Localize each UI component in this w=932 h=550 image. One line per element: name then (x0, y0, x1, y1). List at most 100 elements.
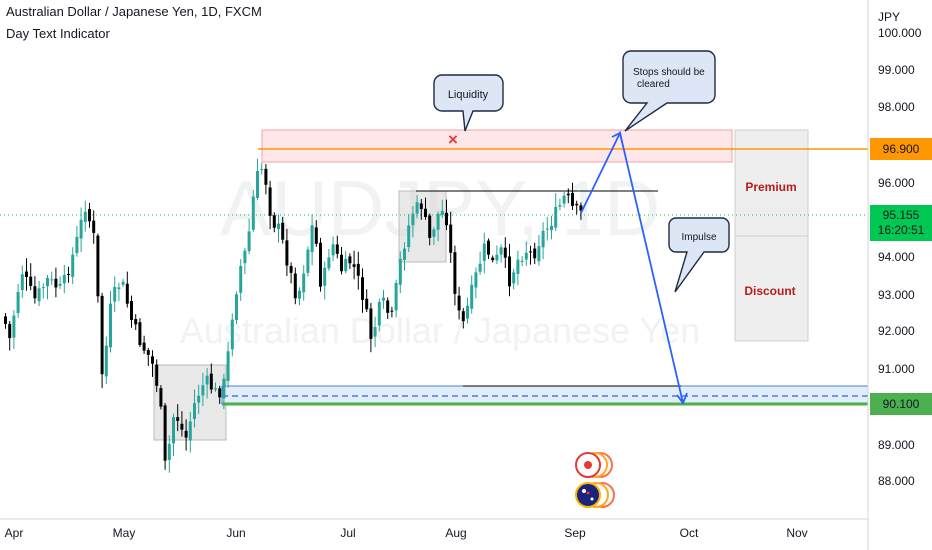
time-axis[interactable]: Apr May Jun Jul Aug Sep Oct Nov (5, 526, 808, 540)
discount-label: Discount (744, 284, 795, 298)
candle-body (340, 254, 343, 272)
candle-body (159, 388, 163, 407)
candle-body (16, 292, 20, 314)
support-zone[interactable] (221, 385, 869, 405)
candle-body (67, 274, 70, 276)
candle-body (188, 421, 192, 441)
price-label: 98.000 (878, 100, 915, 114)
candle-body (508, 256, 511, 287)
price-label: 88.000 (878, 474, 915, 488)
stops-callout-line2: cleared (637, 79, 670, 90)
price-tag-90100: 90.100 (870, 393, 932, 415)
bar-countdown: 16:20:51 (877, 223, 925, 237)
candle-body (256, 171, 259, 198)
candle-body (529, 251, 532, 253)
current-price-value: 95.155 (882, 208, 920, 222)
price-label: 91.000 (878, 362, 915, 376)
candle-body (579, 205, 583, 211)
candle-body (470, 284, 474, 309)
candle-body (272, 215, 276, 228)
candle-body (314, 227, 318, 244)
candle-body (319, 242, 322, 287)
watermark-description: Australian Dollar / Japanese Yen (180, 310, 700, 351)
candle-body (428, 215, 432, 238)
candle-body (62, 275, 66, 284)
candle-body (323, 267, 327, 286)
candle-body (201, 385, 205, 396)
candle-body (491, 257, 495, 261)
candle-body (424, 208, 427, 217)
candle-body (138, 322, 142, 346)
candle-body (495, 254, 499, 261)
candle-body (37, 288, 41, 302)
candle-body (554, 206, 558, 228)
candle-body (365, 298, 369, 310)
price-label: 99.000 (878, 63, 915, 77)
candle-body (83, 211, 87, 222)
candle-body (277, 223, 280, 230)
candlestick-series (4, 158, 583, 473)
candle-body (113, 286, 117, 302)
candle-body (390, 310, 394, 312)
impulse-callout[interactable]: Impulse (668, 217, 730, 293)
candle-body (335, 244, 339, 254)
candle-body (386, 300, 390, 313)
candle-body (50, 279, 54, 281)
price-axis[interactable]: 100.000 99.000 98.000 96.000 94.000 93.000 92.… (878, 26, 922, 488)
candle-body (466, 305, 469, 319)
current-price-tag: 95.155 16:20:51 (870, 205, 932, 241)
candle-body (163, 405, 167, 461)
candle-body (415, 202, 419, 214)
candle-body (440, 211, 444, 216)
candle-body (71, 254, 75, 277)
candle-body (104, 345, 108, 377)
candle-body (411, 213, 415, 226)
candle-body (184, 430, 188, 438)
candle-body (92, 220, 96, 233)
candle-body (235, 294, 238, 321)
candle-body (167, 443, 171, 460)
candle-body (550, 225, 553, 231)
candle-body (226, 351, 230, 382)
candle-body (306, 249, 310, 273)
candle-body (260, 168, 264, 170)
candle-body (403, 248, 406, 260)
liquidity-callout-text: Liquidity (448, 89, 489, 101)
candle-body (445, 212, 448, 226)
candle-body (348, 256, 352, 264)
flag-badges-icon[interactable] (575, 452, 615, 508)
projection-arrowhead-bottom (676, 392, 688, 405)
price-label: 93.000 (878, 288, 915, 302)
liquidity-zone[interactable] (261, 129, 733, 163)
candle-body (377, 301, 381, 326)
candle-body (151, 356, 154, 364)
candle-body (558, 205, 562, 207)
candle-body (214, 388, 217, 390)
price-label: 92.000 (878, 324, 915, 338)
candle-body (134, 319, 138, 325)
candle-body (436, 213, 440, 230)
stops-callout-line1: Stops should be (633, 67, 705, 78)
candle-body (117, 287, 121, 290)
candle-body (503, 247, 507, 258)
candle-body (499, 247, 503, 255)
chart-title: Australian Dollar / Japanese Yen, 1D, FX… (6, 4, 262, 19)
month-label: Apr (5, 526, 24, 540)
indicator-name[interactable]: Day Text Indicator (6, 26, 110, 41)
candle-body (125, 283, 129, 304)
candle-body (520, 260, 524, 262)
liquidity-callout[interactable]: Liquidity (433, 74, 504, 132)
candle-body (130, 301, 133, 320)
candle-body (218, 388, 222, 398)
candle-body (146, 350, 150, 355)
stops-callout[interactable]: Stops should be cleared (622, 50, 716, 132)
candle-body (29, 276, 33, 286)
candle-body (8, 323, 12, 339)
candle-body (180, 423, 184, 430)
month-label: Aug (445, 526, 466, 540)
candle-body (12, 315, 16, 338)
candle-body (361, 277, 364, 300)
liquidity-x-marker: × (448, 130, 458, 149)
price-label: 96.000 (878, 176, 915, 190)
